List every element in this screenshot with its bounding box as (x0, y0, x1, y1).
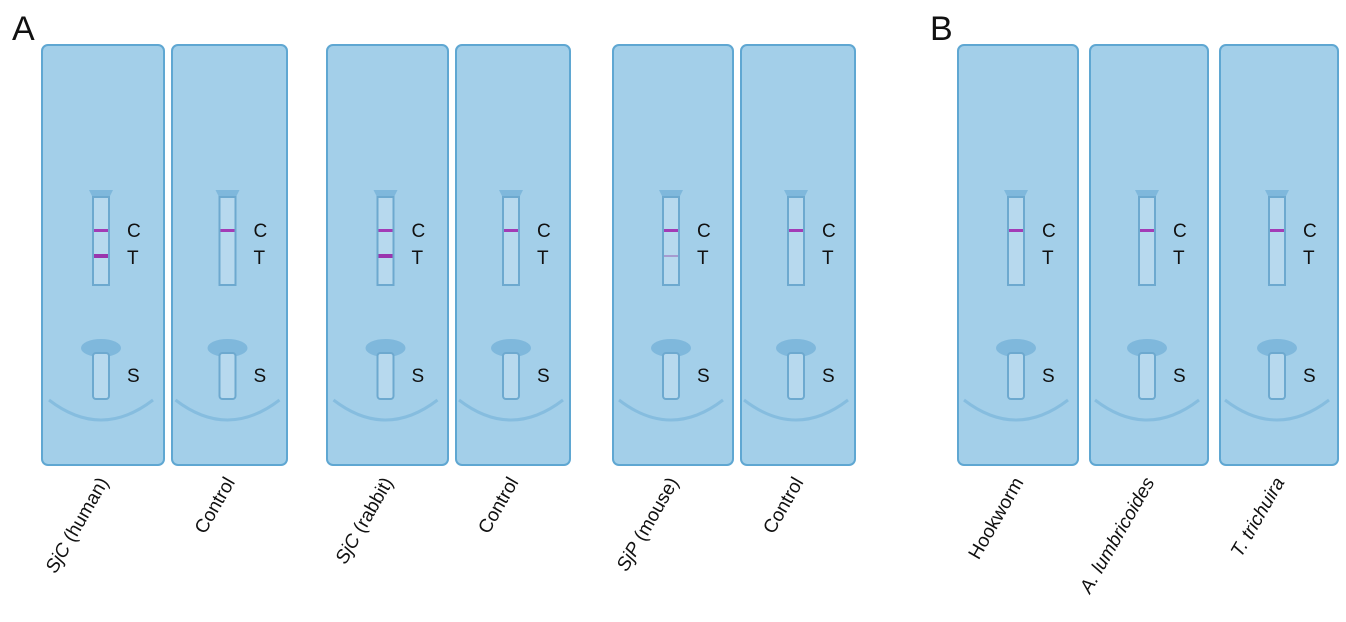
test-strip: CT S (42, 45, 164, 465)
test-strip: CT S (172, 45, 287, 465)
test-strip: CT S (456, 45, 570, 465)
window-label: T (1042, 248, 1054, 269)
control-line (221, 229, 235, 232)
strip-label: Hookworm (965, 474, 1029, 563)
window-label: S (1173, 366, 1186, 387)
window-label: S (697, 366, 710, 387)
window-label: S (412, 366, 425, 387)
window-label: C (1173, 221, 1187, 242)
window-label: S (822, 366, 835, 387)
strip-label: SjP (mouse) (613, 474, 683, 575)
window-label: T (537, 248, 549, 269)
sample-well (220, 353, 236, 399)
window-label: C (412, 221, 426, 242)
test-strip: CT S (1220, 45, 1338, 465)
window-label: C (1303, 221, 1317, 242)
strip-label: Control (760, 474, 809, 538)
window-label: T (412, 248, 424, 269)
strip-label: Control (475, 474, 524, 538)
label-part: (rabbit) (347, 474, 398, 541)
window-label: T (127, 248, 139, 269)
sample-well (663, 353, 679, 399)
figure: ACTSSjC (human)CTSControlCTSSjC (rabbit)… (0, 0, 1346, 617)
window-label: T (1173, 248, 1185, 269)
window-label: C (254, 221, 268, 242)
strip-label: SjC (human) (42, 474, 114, 577)
test-strip: CT S (327, 45, 448, 465)
result-window (93, 197, 109, 285)
window-label: C (537, 221, 551, 242)
window-label: S (1042, 366, 1055, 387)
result-window (1139, 197, 1155, 285)
control-line (504, 229, 518, 232)
window-label: S (1303, 366, 1316, 387)
sample-well (788, 353, 804, 399)
test-strip: CT S (1090, 45, 1208, 465)
strip-label: A. lumbricoides (1076, 474, 1160, 598)
label-part: A. lumbricoides (1076, 474, 1160, 598)
control-line (379, 229, 393, 232)
test-strip: CT S (741, 45, 855, 465)
test-line (94, 254, 108, 258)
window-label: C (697, 221, 711, 242)
panel-letter: A (12, 10, 35, 48)
label-part: Control (191, 474, 240, 538)
control-line (94, 229, 108, 232)
strip-label: SjC (rabbit) (332, 474, 398, 568)
window-label: T (254, 248, 266, 269)
label-part: (mouse) (628, 474, 684, 549)
sample-well (93, 353, 109, 399)
control-line (664, 229, 678, 232)
sample-well (1139, 353, 1155, 399)
label-part: Control (475, 474, 524, 538)
label-part: Hookworm (965, 474, 1029, 563)
result-window (220, 197, 236, 285)
strip-label: T. trichuira (1227, 474, 1289, 561)
label-part: Control (760, 474, 809, 538)
window-label: C (822, 221, 836, 242)
window-label: T (1303, 248, 1315, 269)
window-label: S (537, 366, 550, 387)
window-label: S (254, 366, 267, 387)
window-label: C (1042, 221, 1056, 242)
sample-well (1008, 353, 1024, 399)
window-label: T (822, 248, 834, 269)
result-window (788, 197, 804, 285)
control-line (789, 229, 803, 232)
window-label: T (697, 248, 709, 269)
test-line (664, 255, 678, 257)
result-window (1269, 197, 1285, 285)
result-window (503, 197, 519, 285)
label-part: T. trichuira (1227, 474, 1289, 561)
sample-well (378, 353, 394, 399)
test-line (379, 254, 393, 258)
test-strip: CT S (613, 45, 733, 465)
label-part: (human) (57, 474, 113, 550)
result-window (1008, 197, 1024, 285)
control-line (1270, 229, 1284, 232)
strip-label: Control (191, 474, 240, 538)
panel-letter: B (930, 10, 953, 48)
control-line (1140, 229, 1154, 232)
sample-well (1269, 353, 1285, 399)
result-window (378, 197, 394, 285)
window-label: S (127, 366, 140, 387)
result-window (663, 197, 679, 285)
test-strip: CT S (958, 45, 1078, 465)
control-line (1009, 229, 1023, 232)
sample-well (503, 353, 519, 399)
window-label: C (127, 221, 141, 242)
